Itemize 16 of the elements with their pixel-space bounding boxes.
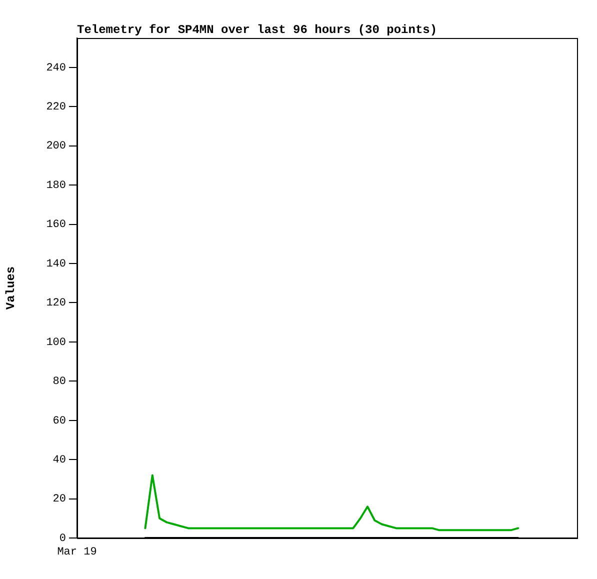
y-tick-label: 80 <box>52 376 66 388</box>
y-tick-label: 120 <box>46 298 66 310</box>
text: Mar 19 <box>57 546 97 558</box>
chart-title: Telemetry for SP4MN over last 96 hours (30 points) <box>77 23 438 38</box>
y-tick-label: 40 <box>52 454 66 466</box>
y-tick-label: 200 <box>46 140 66 153</box>
y-tick-label: 100 <box>46 336 66 349</box>
y-tick-label: 240 <box>46 62 66 74</box>
y-tick-label: 140 <box>46 258 66 270</box>
y-tick-label: 0 <box>59 532 66 545</box>
y-tick-label: 60 <box>52 415 66 428</box>
y-tick-label: 20 <box>52 494 66 506</box>
y-tick-label: 180 <box>46 180 66 192</box>
y-tick-label: 220 <box>46 102 66 114</box>
y-axis-title: Values <box>4 266 18 310</box>
y-tick-label: 160 <box>46 219 66 232</box>
